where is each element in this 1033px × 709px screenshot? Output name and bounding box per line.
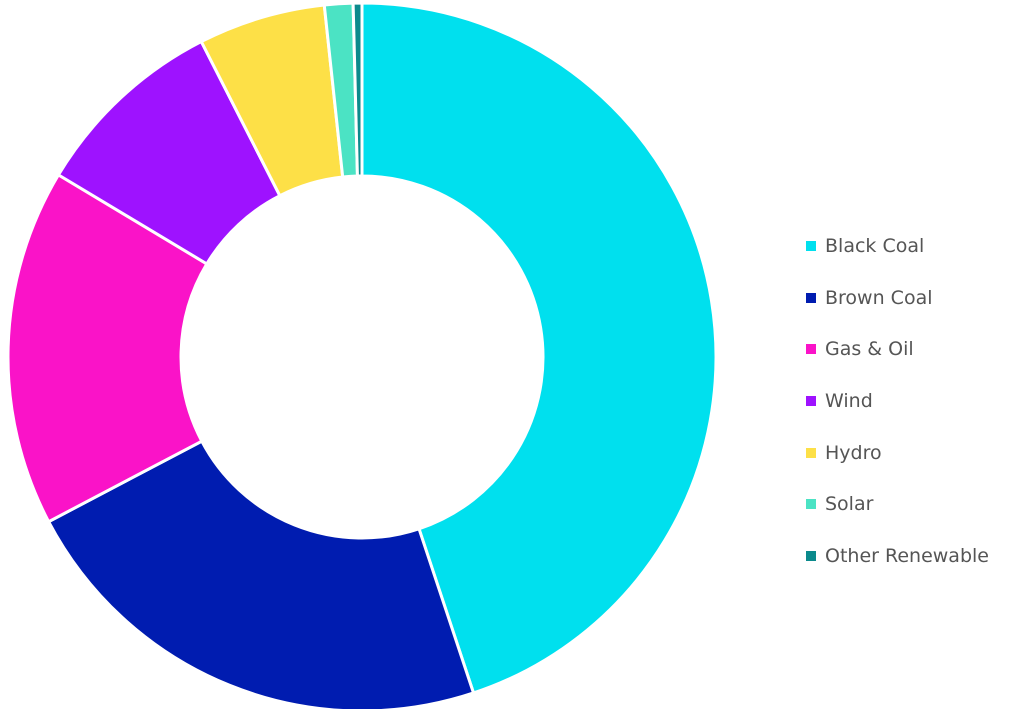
legend-swatch-black-coal bbox=[806, 241, 816, 251]
legend-label-solar: Solar bbox=[825, 491, 873, 517]
legend-label-other-renewable: Other Renewable bbox=[825, 543, 989, 569]
legend-item-brown-coal[interactable]: Brown Coal bbox=[806, 285, 989, 311]
legend-swatch-solar bbox=[806, 499, 816, 509]
legend-swatch-gas-oil bbox=[806, 344, 816, 354]
legend-label-gas-oil: Gas & Oil bbox=[825, 336, 914, 362]
legend-label-wind: Wind bbox=[825, 388, 873, 414]
legend-swatch-wind bbox=[806, 396, 816, 406]
legend-swatch-other-renewable bbox=[806, 551, 816, 561]
legend-swatch-brown-coal bbox=[806, 293, 816, 303]
legend-item-wind[interactable]: Wind bbox=[806, 388, 989, 414]
legend-label-brown-coal: Brown Coal bbox=[825, 285, 933, 311]
legend-item-gas-oil[interactable]: Gas & Oil bbox=[806, 336, 989, 362]
legend-item-hydro[interactable]: Hydro bbox=[806, 440, 989, 466]
legend-item-black-coal[interactable]: Black Coal bbox=[806, 233, 989, 259]
donut-slices bbox=[8, 3, 716, 709]
legend-label-hydro: Hydro bbox=[825, 440, 882, 466]
legend-label-black-coal: Black Coal bbox=[825, 233, 924, 259]
legend-swatch-hydro bbox=[806, 448, 816, 458]
legend-item-solar[interactable]: Solar bbox=[806, 491, 989, 517]
legend-item-other-renewable[interactable]: Other Renewable bbox=[806, 543, 989, 569]
chart-legend: Black Coal Brown Coal Gas & Oil Wind Hyd… bbox=[806, 233, 989, 595]
